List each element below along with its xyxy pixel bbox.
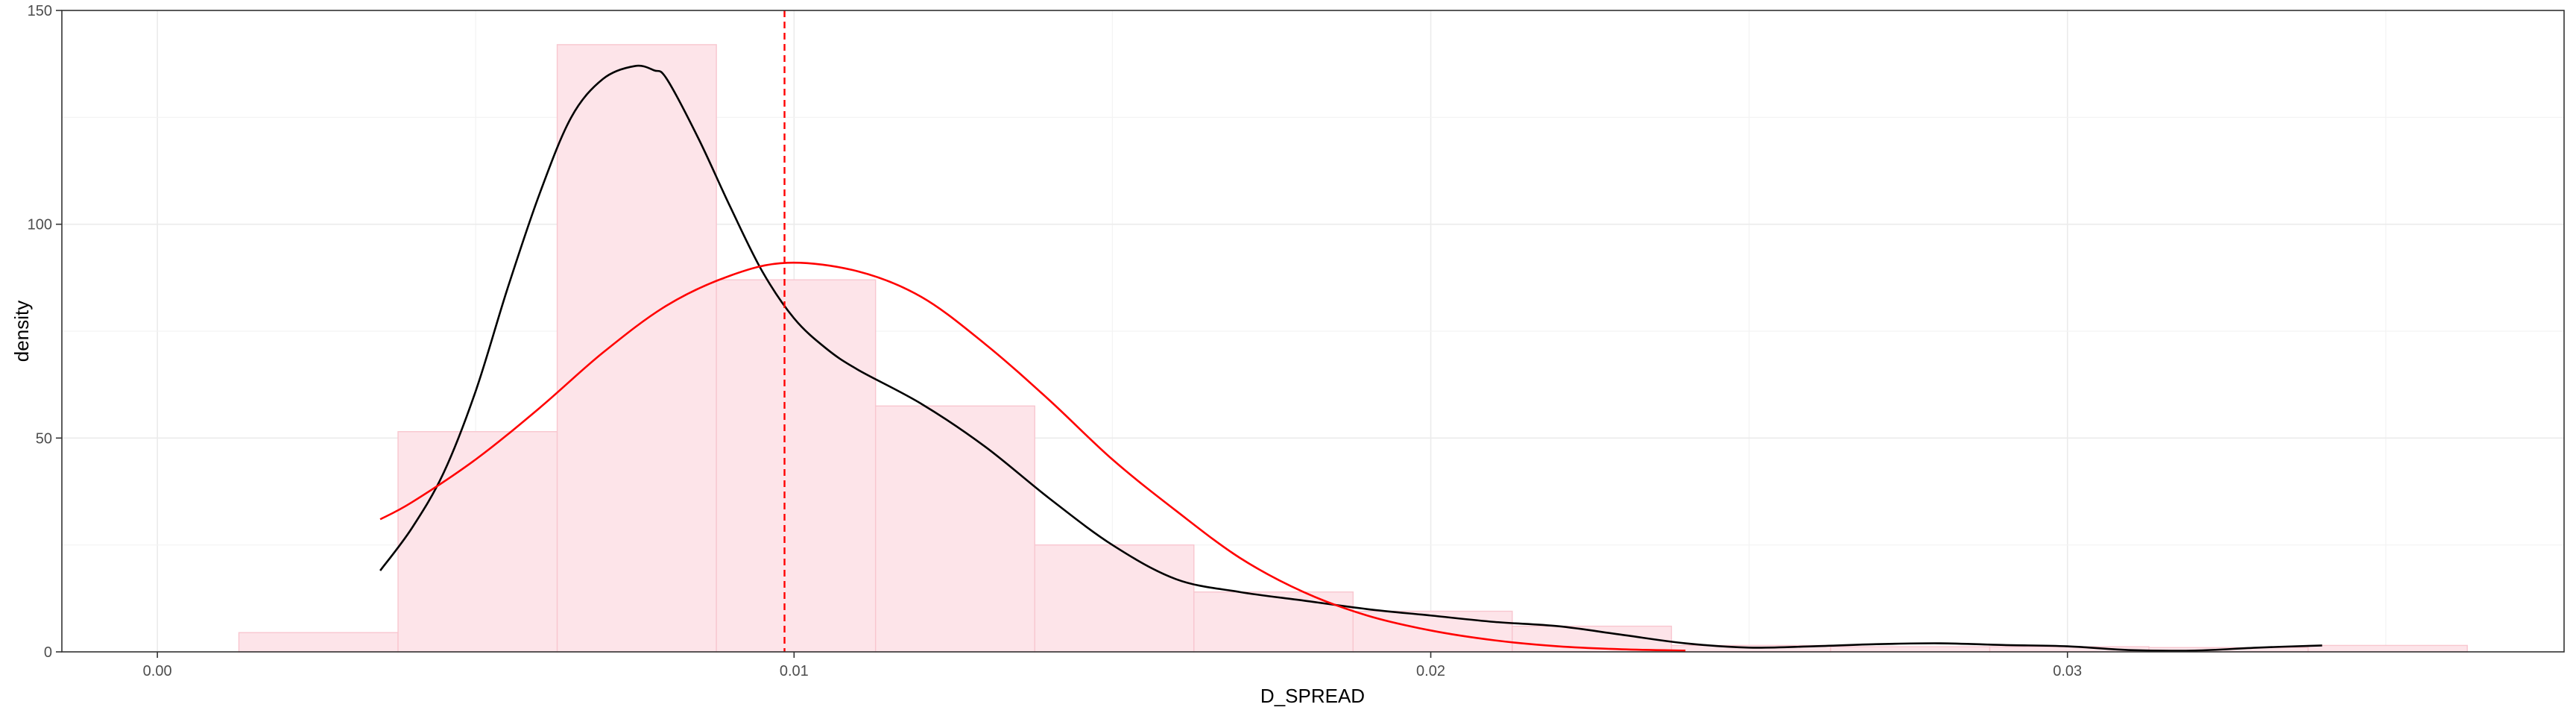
y-axis-title: density	[10, 301, 33, 362]
histogram-bar	[397, 431, 558, 653]
normal-fit-curve	[379, 261, 1686, 652]
histogram-bar	[1034, 544, 1195, 653]
y-tick-label: 100	[28, 217, 52, 233]
histogram-bar	[1830, 646, 1991, 653]
x-axis-title: D_SPREAD	[1260, 685, 1365, 707]
y-tick-label: 50	[36, 430, 52, 447]
histogram-bar	[556, 44, 717, 653]
y-tick-label: 150	[28, 3, 52, 19]
x-tick-label: 0.03	[2053, 663, 2082, 679]
kernel-density-curve	[379, 64, 2323, 652]
histogram-bar	[2307, 644, 2468, 653]
histogram-bar	[238, 632, 399, 653]
x-tick-label: 0.02	[1416, 663, 1445, 679]
plot-panel-border	[61, 10, 2565, 653]
histogram-bar	[1193, 591, 1354, 653]
y-tick-label: 0	[44, 644, 52, 661]
histogram-bar	[874, 405, 1035, 653]
x-tick-label: 0.01	[780, 663, 809, 679]
x-tick-label: 0.00	[143, 663, 172, 679]
histogram-bars	[238, 44, 2468, 653]
axes: 0.00 0.01 0.02 0.03 0 50 100 150	[28, 3, 2083, 679]
curve-layer	[379, 10, 2323, 652]
histogram-bar	[716, 279, 877, 653]
